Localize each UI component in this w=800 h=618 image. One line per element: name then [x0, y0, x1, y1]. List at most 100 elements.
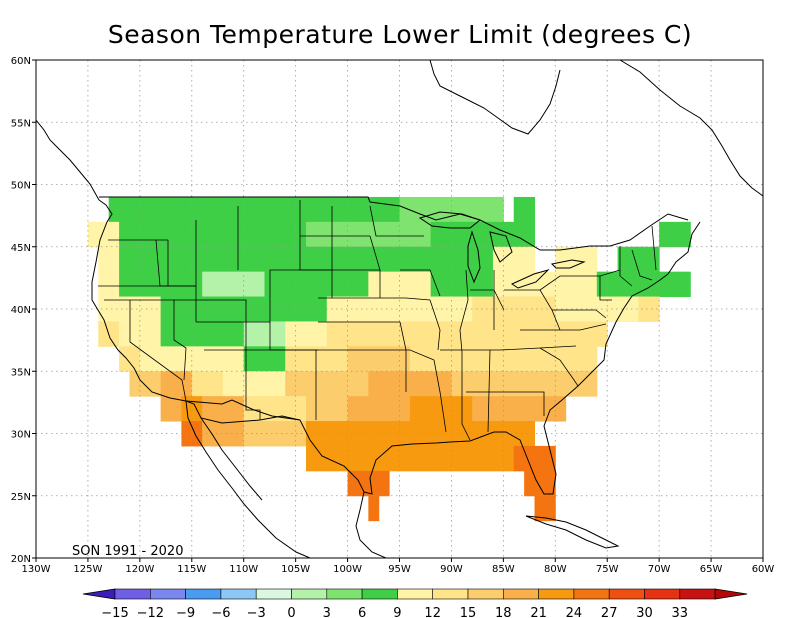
graticule	[36, 60, 763, 558]
colorbar-swatch	[432, 588, 469, 600]
colorbar-swatch	[326, 588, 363, 600]
temperature-cell	[596, 271, 691, 298]
temperature-cell	[306, 396, 349, 422]
colorbar-label: 21	[530, 606, 547, 618]
colorbar-swatch	[220, 588, 257, 600]
colorbar-swatch	[255, 588, 292, 600]
colorbar-swatch	[114, 588, 151, 600]
colorbar-swatch	[573, 588, 610, 600]
coastline	[91, 199, 701, 495]
mexico-west-coast	[185, 400, 311, 558]
colorbar-min-arrow	[82, 588, 116, 600]
lat-tick-label: 25N	[11, 492, 31, 503]
temperature-cell	[160, 396, 182, 422]
colorbar-swatch	[538, 588, 575, 600]
colorbar-label: 18	[495, 606, 512, 618]
lon-tick-label: 60W	[752, 564, 775, 575]
temperature-cell	[347, 246, 494, 273]
us-mexico-border	[185, 399, 301, 421]
temperature-cell	[472, 296, 556, 322]
temperature-cell	[524, 470, 556, 497]
lon-tick-label: 75W	[596, 564, 619, 575]
temperature-cell	[306, 221, 432, 248]
gulf-of-california	[200, 417, 263, 501]
temperature-cell	[368, 495, 380, 522]
colorbar-label: 3	[323, 606, 331, 618]
colorbar-label: 24	[566, 606, 583, 618]
colorbar-label: −9	[176, 606, 195, 618]
lake-ontario	[550, 259, 586, 269]
lon-tick-label: 90W	[440, 564, 463, 575]
colorbar-swatch	[644, 588, 681, 600]
temperature-cell	[243, 321, 286, 347]
temperature-cell	[638, 296, 660, 322]
colorbar-swatch	[467, 588, 504, 600]
lake-huron	[489, 231, 513, 263]
temperature-cell	[492, 421, 536, 447]
colorbar-swatch	[291, 588, 328, 600]
temperature-cell	[513, 196, 536, 223]
lat-tick-label: 55N	[11, 118, 31, 129]
temperature-cell	[576, 321, 608, 347]
temperature-cell	[347, 346, 411, 372]
temperature-cell	[368, 421, 411, 447]
lake-michigan	[467, 230, 481, 284]
lon-tick-label: 125W	[73, 564, 102, 575]
labrador-coast	[619, 60, 763, 197]
map-title: Season Temperature Lower Limit (degrees …	[107, 20, 693, 49]
temperature-cell	[347, 445, 390, 472]
colorbar-swatch	[679, 588, 716, 600]
temperature-cell	[108, 196, 400, 223]
lat-tick-label: 20N	[11, 554, 31, 565]
lat-tick-label: 35N	[11, 367, 31, 378]
temperature-cell	[347, 470, 390, 497]
colorbar-max-arrow	[714, 588, 748, 600]
temperature-cell	[139, 346, 182, 372]
cuba-outline	[525, 515, 620, 549]
temperature-cell	[430, 271, 494, 298]
temperature-cell	[119, 246, 245, 273]
temperature-cell	[222, 371, 286, 397]
colorbar-label: 15	[460, 606, 477, 618]
temperature-cell	[119, 346, 141, 372]
temperature-cell	[191, 371, 224, 397]
lon-tick-label: 80W	[544, 564, 567, 575]
lon-tick-label: 85W	[492, 564, 515, 575]
lon-tick-label: 95W	[388, 564, 411, 575]
temperature-cell	[181, 396, 203, 422]
colorbar-label: 27	[601, 606, 618, 618]
period-label: SON 1991 - 2020	[72, 544, 183, 559]
lat-tick-label: 40N	[11, 305, 31, 316]
temperature-cell	[472, 396, 536, 422]
temperature-cell	[129, 371, 162, 397]
map-borders	[36, 60, 763, 558]
temperature-cell	[222, 296, 286, 322]
colorbar-label: −15	[101, 606, 128, 618]
temperature-cell	[87, 221, 120, 248]
temperature-cell	[534, 495, 556, 522]
temperature-cell	[98, 246, 120, 273]
lat-tick-label: 60N	[11, 56, 31, 67]
temperature-cell	[202, 271, 265, 298]
temperature-cell	[492, 321, 577, 347]
temperature-cell	[492, 246, 536, 273]
lon-tick-label: 70W	[648, 564, 671, 575]
colorbar-label: −6	[211, 606, 230, 618]
lake-superior	[418, 211, 482, 229]
temperature-cell	[492, 271, 598, 298]
temperature-cell	[202, 396, 245, 422]
lon-tick-label: 115W	[177, 564, 206, 575]
colorbar: −15 −12 −9 −6 −3 0 3 6 9 12 15 18 21 24 27 30 33	[82, 588, 748, 618]
temperature-cell	[513, 445, 556, 472]
temperature-cell	[119, 221, 307, 248]
temperature-cell	[285, 321, 328, 347]
colorbar-label: 30	[636, 606, 653, 618]
hudson-bay-coast	[429, 60, 561, 135]
colorbar-label: 33	[672, 606, 689, 618]
colorbar-swatch	[150, 588, 186, 600]
lon-tick-label: 110W	[229, 564, 258, 575]
colorbar-label: −3	[247, 606, 266, 618]
colorbar-label: 9	[393, 606, 401, 618]
lon-tick-label: 120W	[125, 564, 154, 575]
